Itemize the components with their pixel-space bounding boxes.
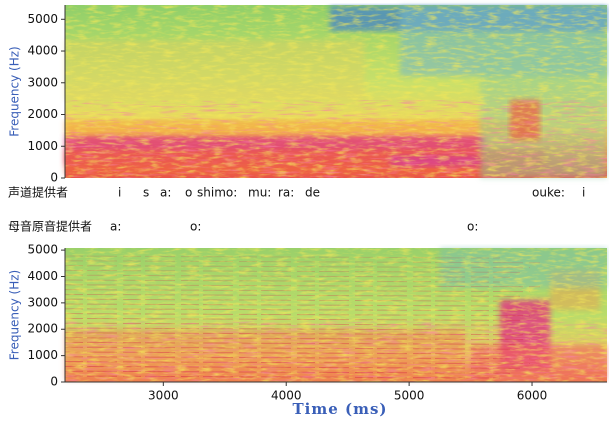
spectrogram (65, 5, 607, 178)
y-tick-label: 3000 (27, 75, 58, 89)
row-label: 母音原音提供者 (8, 219, 92, 234)
y-tick-label: 5000 (27, 243, 58, 257)
y-tick-label: 5000 (27, 12, 58, 26)
y-tick-label: 1000 (27, 139, 58, 153)
y-tick-label: 1000 (27, 348, 58, 362)
phoneme: o: (467, 220, 478, 234)
phoneme: a: (110, 220, 121, 234)
y-tick-label: 4000 (27, 44, 58, 58)
spectrogram-noise (65, 321, 607, 382)
spectrogram (64, 248, 607, 382)
phoneme: a: (160, 186, 171, 200)
spectrogram-noise (65, 100, 607, 178)
y-tick-label: 0 (50, 171, 58, 185)
x-tick-label: 6000 (517, 389, 548, 403)
y-axis-label: Frequency (Hz) (8, 270, 22, 361)
x-tick-label: 5000 (394, 389, 425, 403)
x-tick-label: 3000 (148, 389, 179, 403)
phoneme: mu: (248, 186, 271, 200)
x-axis-label: Time (ms) (292, 400, 387, 418)
row-label: 声道提供者 (8, 185, 68, 200)
x-tick-label: 4000 (271, 389, 302, 403)
phoneme: o: (190, 220, 201, 234)
phoneme: ouke: (532, 186, 565, 200)
phoneme: s (143, 186, 149, 200)
y-axis-label: Frequency (Hz) (8, 46, 22, 137)
phoneme: i (118, 186, 121, 200)
phoneme: de (305, 186, 320, 200)
y-tick-label: 0 (50, 375, 58, 389)
phoneme: shimo: (197, 186, 237, 200)
phoneme: ra: (278, 186, 294, 200)
phoneme: o (185, 186, 192, 200)
y-tick-label: 4000 (27, 269, 58, 283)
phoneme: i (582, 186, 585, 200)
y-tick-label: 2000 (27, 107, 58, 121)
y-tick-label: 3000 (27, 295, 58, 309)
y-tick-label: 2000 (27, 322, 58, 336)
